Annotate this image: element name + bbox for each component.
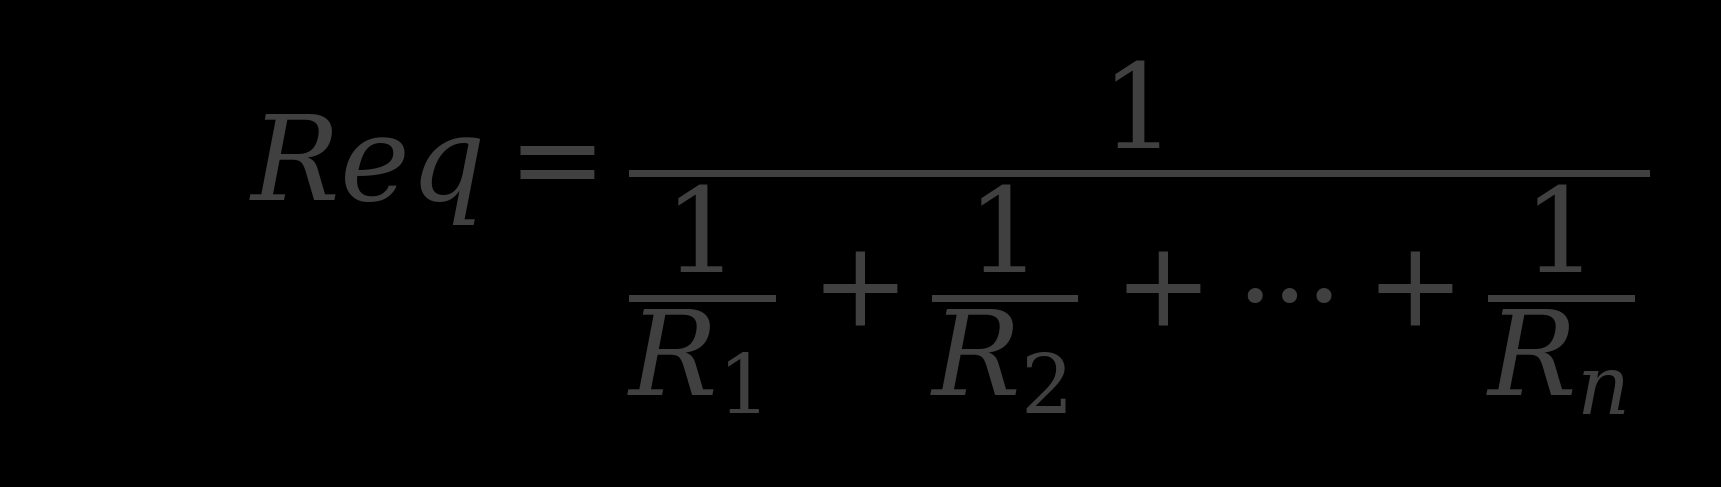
Text: $\mathit{Req}=\dfrac{1}{\dfrac{1}{R_1}+\dfrac{1}{R_2}+\cdots+\dfrac{1}{R_n}}$: $\mathit{Req}=\dfrac{1}{\dfrac{1}{R_1}+\… (248, 59, 1649, 417)
